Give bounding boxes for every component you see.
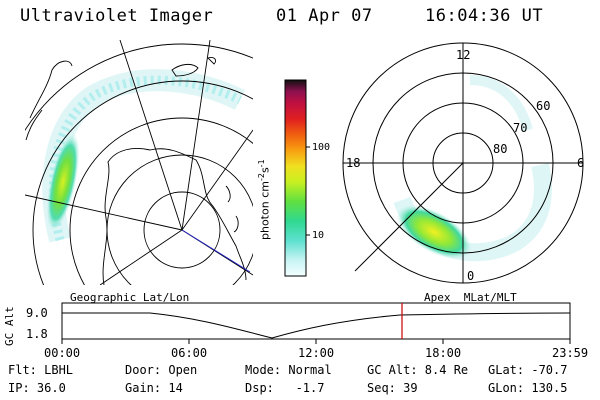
geographic-image-panel	[25, 40, 253, 285]
mlat-label-80: 80	[493, 142, 508, 156]
timeline-xtick-0000: 00:00	[44, 346, 81, 360]
colorbar	[284, 79, 307, 277]
info-glon: GLon: 130.5	[488, 381, 568, 395]
info-glat: GLat: -70.7	[488, 363, 568, 377]
info-flt: Flt: LBHL	[8, 363, 74, 377]
mlat-label-70: 70	[513, 121, 528, 135]
timeline-ytick-low: 1.8	[26, 327, 48, 341]
info-gain: Gain: 14	[125, 381, 183, 395]
colorbar-unit-label: photon cm-2s-1	[257, 159, 272, 240]
info-door: Door: Open	[125, 363, 198, 377]
mlt-label-18: 18	[346, 156, 361, 170]
date-label: 01 Apr 07	[276, 6, 373, 26]
mlt-label-12: 12	[456, 48, 471, 62]
info-mode: Mode: Normal	[245, 363, 332, 377]
timeline-xtick-1800: 18:00	[425, 346, 462, 360]
colorbar-tick-100: 100	[312, 142, 331, 153]
info-dsp: Dsp: -1.7	[245, 381, 325, 395]
timeline-left-label: Geographic Lat/Lon	[70, 291, 190, 304]
mlat-label-60: 60	[536, 99, 551, 113]
instrument-title: Ultraviolet Imager	[20, 6, 214, 26]
colorbar-tick-10: 10	[312, 230, 325, 241]
mlt-label-0: 0	[467, 269, 475, 283]
timeline-xtick-1200: 12:00	[298, 346, 335, 360]
time-label: 16:04:36 UT	[425, 6, 544, 26]
timeline-axis-title: GC Alt	[3, 306, 16, 346]
info-gcalt: GC Alt: 8.4 Re	[367, 363, 469, 377]
info-seq: Seq: 39	[367, 381, 418, 395]
timeline-right-label: Apex MLat/MLT	[424, 291, 517, 304]
timeline-xtick-0600: 06:00	[171, 346, 208, 360]
timeline-xtick-2359: 23:59	[552, 346, 589, 360]
timeline-ytick-high: 9.0	[26, 306, 48, 320]
mlt-label-6: 6	[577, 156, 585, 170]
mlt-polar-plot	[342, 42, 584, 284]
info-ip: IP: 36.0	[8, 381, 66, 395]
altitude-timeline	[61, 302, 571, 344]
